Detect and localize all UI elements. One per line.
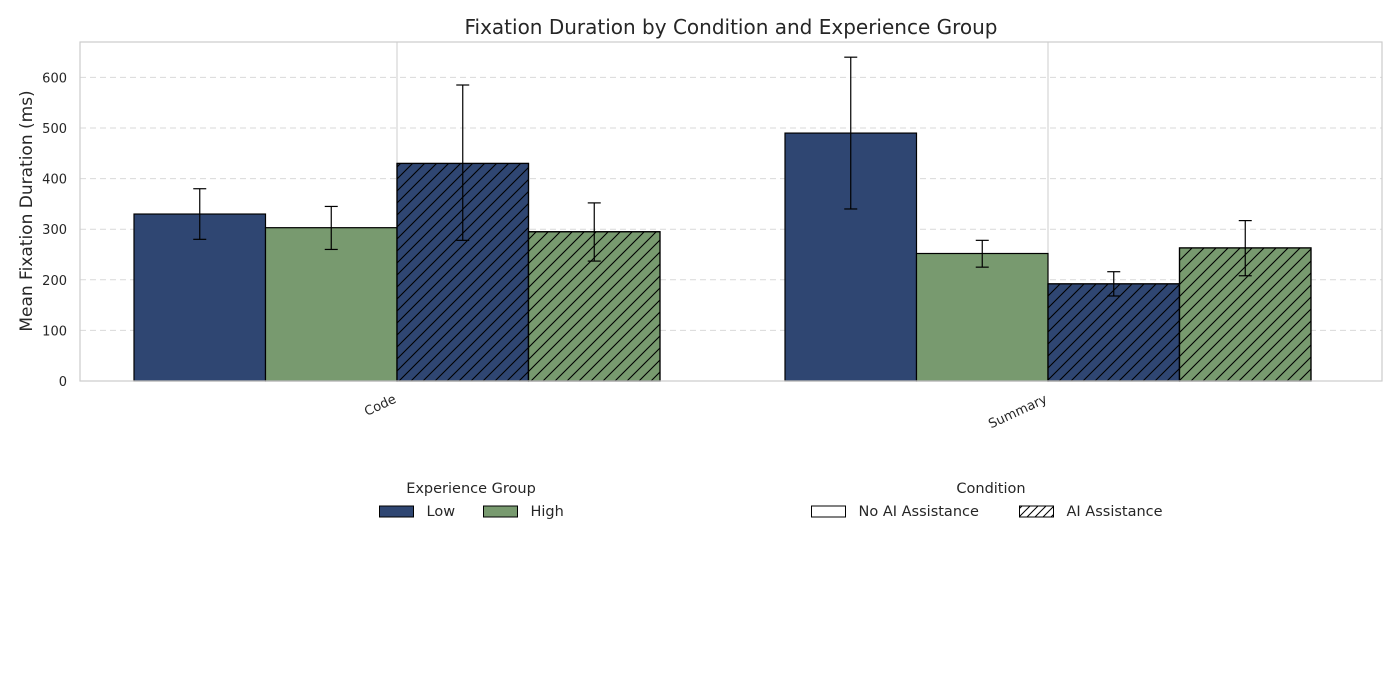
chart-title: Fixation Duration by Condition and Exper… [464,15,997,39]
y-tick-label: 100 [42,324,67,339]
y-tick-label: 200 [42,274,67,289]
y-tick-label: 400 [42,173,67,188]
error-bars [193,56,1252,297]
legend-swatch-hatch [1019,505,1054,518]
bars [133,132,1312,382]
legend-label: High [531,504,564,520]
legend-swatch [379,505,414,518]
legend-title: Condition [956,481,1025,497]
legend-title: Experience Group [406,481,536,497]
x-tick-label: Code [362,392,399,420]
legend-label: Low [427,504,456,520]
legend-label: No AI Assistance [859,504,979,520]
legend-label: AI Assistance [1067,504,1163,520]
legends: Experience Group Low High Condition No AI As… [379,481,1163,520]
legend-swatch [811,505,846,518]
legend-swatch [483,505,518,518]
bar [915,252,1049,382]
legend-2: Condition No AI Assistance AI Assistance [811,481,1163,520]
y-tick-label: 0 [59,375,67,390]
y-tick-label: 300 [42,223,67,238]
y-tick-label: 600 [42,71,67,86]
bar [264,227,398,382]
plot-area-frame [79,41,1383,382]
x-tick-label: Summary [986,392,1050,432]
y-axis-label: Mean Fixation Duration (ms) [17,90,37,331]
y-tick-label: 500 [42,122,67,137]
bar-hatch [1047,283,1181,382]
legend-1: Experience Group Low High [379,481,564,520]
x-tick-labels: Code Summary [362,392,1050,432]
y-tick-labels: 0 100 200 300 400 500 600 [42,71,67,390]
